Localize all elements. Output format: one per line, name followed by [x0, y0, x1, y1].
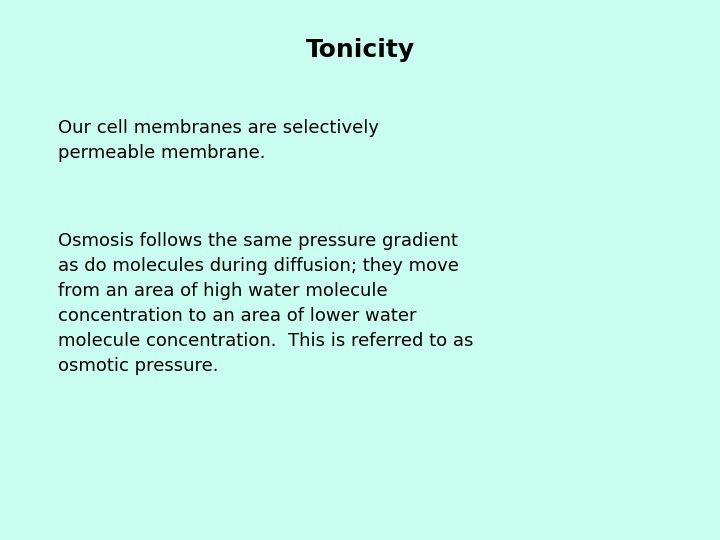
Text: Our cell membranes are selectively
permeable membrane.: Our cell membranes are selectively perme… [58, 119, 379, 162]
Text: Tonicity: Tonicity [305, 38, 415, 62]
Text: Osmosis follows the same pressure gradient
as do molecules during diffusion; the: Osmosis follows the same pressure gradie… [58, 232, 473, 375]
